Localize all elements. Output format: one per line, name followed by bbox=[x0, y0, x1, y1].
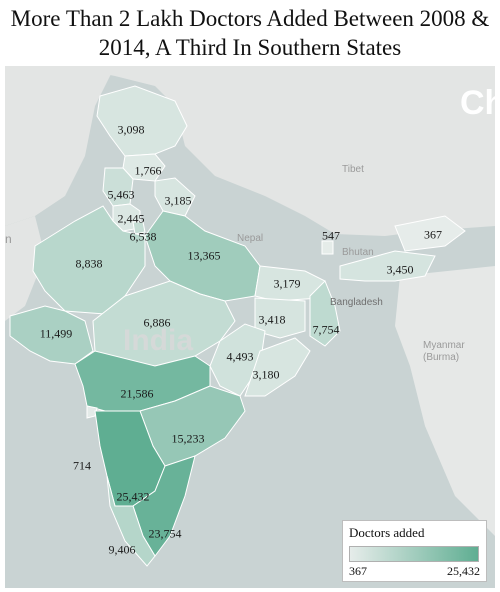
value-label-jammu-kashmir: 3,098 bbox=[117, 122, 145, 137]
region-kerala[interactable] bbox=[106, 475, 156, 567]
land-east bbox=[395, 266, 495, 536]
value-label-goa: 714 bbox=[73, 458, 91, 473]
legend-title: Doctors added bbox=[349, 525, 425, 540]
value-label-rajasthan: 8,838 bbox=[75, 256, 103, 271]
map-frame[interactable]: Ch Tibet Nepal Bhutan Bangladesh Myanmar… bbox=[5, 66, 495, 588]
basemap-label-nepal: Nepal bbox=[237, 233, 264, 244]
region-west-bengal[interactable] bbox=[309, 280, 341, 347]
basemap-label-left-edge: n bbox=[5, 232, 12, 246]
basemap-label-burma: (Burma) bbox=[423, 352, 460, 363]
region-jammu-kashmir[interactable] bbox=[96, 85, 188, 157]
legend-max-label: 25,432 bbox=[447, 564, 480, 578]
land-west bbox=[5, 66, 115, 226]
value-label-uttarakhand: 3,185 bbox=[164, 193, 192, 208]
chart-title: More Than 2 Lakh Doctors Added Between 2… bbox=[10, 6, 490, 60]
value-label-maharashtra: 21,586 bbox=[120, 386, 154, 401]
region-assam[interactable] bbox=[339, 250, 436, 282]
value-label-uttar-pradesh: 13,365 bbox=[187, 248, 221, 263]
legend-color-scale bbox=[349, 546, 479, 562]
legend: Doctors added 367 25,432 bbox=[342, 520, 487, 582]
value-label-jharkhand: 3,418 bbox=[258, 312, 286, 327]
value-label-punjab: 5,463 bbox=[107, 187, 135, 202]
basemap-label-myanmar: Myanmar bbox=[423, 340, 465, 351]
basemap-label-china: Ch bbox=[460, 84, 495, 122]
land-west-2 bbox=[5, 216, 45, 321]
value-label-haryana: 2,445 bbox=[117, 211, 145, 226]
region-sikkim[interactable] bbox=[321, 240, 334, 255]
value-label-himachal-pradesh: 1,766 bbox=[134, 163, 162, 178]
value-label-tamil-nadu: 23,754 bbox=[148, 526, 182, 541]
region-delhi[interactable] bbox=[132, 221, 146, 235]
value-label-chhattisgarh: 4,493 bbox=[226, 349, 254, 364]
value-label-west-bengal: 7,754 bbox=[312, 322, 340, 337]
region-gujarat[interactable] bbox=[9, 305, 94, 365]
land-north bbox=[5, 66, 495, 236]
basemap-label-bhutan: Bhutan bbox=[342, 247, 374, 258]
region-rajasthan[interactable] bbox=[32, 205, 146, 315]
value-label-delhi: 6,538 bbox=[129, 229, 157, 244]
value-label-arunachal-pradesh: 367 bbox=[424, 227, 442, 242]
basemap-label-bangladesh: Bangladesh bbox=[330, 297, 383, 308]
choropleth-map[interactable] bbox=[5, 66, 495, 588]
region-arunachal-pradesh[interactable] bbox=[394, 215, 466, 252]
value-label-bihar: 3,179 bbox=[273, 276, 301, 291]
value-label-assam: 3,450 bbox=[386, 262, 414, 277]
region-odisha[interactable] bbox=[244, 337, 311, 397]
region-jharkhand[interactable] bbox=[254, 297, 306, 339]
value-label-gujarat: 11,499 bbox=[39, 326, 73, 341]
value-label-karnataka: 25,432 bbox=[116, 489, 150, 504]
value-label-andhra-pradesh: 15,233 bbox=[171, 431, 205, 446]
value-label-sikkim: 547 bbox=[322, 228, 340, 243]
value-label-kerala: 9,406 bbox=[108, 542, 136, 557]
basemap-label-tibet: Tibet bbox=[342, 164, 364, 175]
regions-layer bbox=[9, 85, 466, 567]
value-label-madhya-pradesh: 6,886 bbox=[143, 315, 171, 330]
value-label-odisha: 3,180 bbox=[252, 367, 280, 382]
basemap-label-india: India bbox=[123, 324, 194, 357]
region-goa[interactable] bbox=[86, 405, 98, 419]
legend-min-label: 367 bbox=[349, 564, 367, 578]
